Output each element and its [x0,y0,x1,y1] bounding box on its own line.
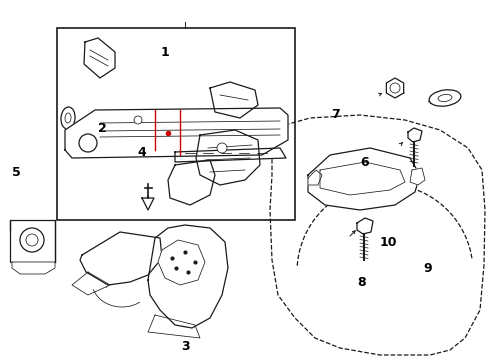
Circle shape [389,83,399,93]
Polygon shape [307,148,419,210]
Circle shape [134,116,142,124]
Polygon shape [148,315,200,338]
Polygon shape [168,160,215,205]
Polygon shape [409,168,424,185]
Polygon shape [196,130,260,185]
Ellipse shape [65,113,71,123]
Polygon shape [356,218,372,234]
Text: 1: 1 [160,45,169,58]
Ellipse shape [61,107,75,129]
Polygon shape [65,108,287,158]
Ellipse shape [428,90,460,106]
Polygon shape [209,82,258,118]
Text: 7: 7 [330,108,339,122]
Text: 2: 2 [98,122,106,135]
Text: 8: 8 [357,275,366,288]
Ellipse shape [437,94,451,102]
Polygon shape [84,38,115,78]
Polygon shape [319,162,404,195]
Text: 6: 6 [360,156,368,168]
Polygon shape [148,225,227,328]
Bar [57,28,294,220]
Text: 5: 5 [12,166,20,179]
Circle shape [79,134,97,152]
Polygon shape [158,240,204,285]
Text: 3: 3 [181,341,189,354]
Bar [10,220,55,262]
Polygon shape [386,78,403,98]
Polygon shape [72,272,110,295]
Circle shape [26,234,38,246]
Polygon shape [407,128,421,142]
Polygon shape [80,232,162,285]
Polygon shape [175,148,285,162]
Text: 4: 4 [137,145,146,158]
Polygon shape [142,198,154,210]
Polygon shape [307,170,321,185]
Text: 10: 10 [379,235,396,248]
Text: 9: 9 [423,261,431,274]
Circle shape [20,228,44,252]
Circle shape [217,143,226,153]
Polygon shape [12,262,55,274]
